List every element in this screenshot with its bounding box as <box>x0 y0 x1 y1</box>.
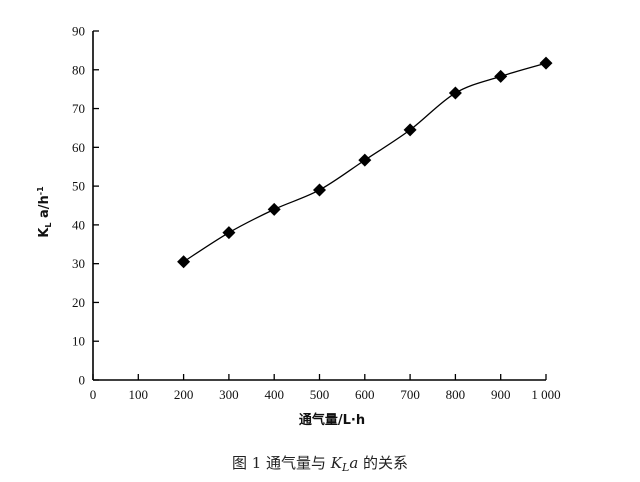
caption-italic: a <box>349 454 358 472</box>
x-tick-label: 400 <box>264 387 284 402</box>
caption-main: K <box>330 454 343 472</box>
y-axis-title-sub: L <box>44 223 53 228</box>
y-tick-label: 50 <box>72 179 85 194</box>
y-axis-title-main: K <box>37 227 52 238</box>
y-ticks: 0 10 20 30 40 50 60 70 80 90 <box>72 24 99 388</box>
x-tick-label: 500 <box>310 387 330 402</box>
data-point <box>267 202 281 216</box>
x-tick-label: 200 <box>174 387 194 402</box>
x-tick-label: 900 <box>491 387 511 402</box>
x-tick-label: 100 <box>129 387 149 402</box>
data-point <box>313 183 326 197</box>
y-tick-label: 30 <box>72 256 85 271</box>
y-tick-label: 70 <box>72 101 85 116</box>
y-tick-label: 0 <box>79 373 86 388</box>
x-tick-label: 0 <box>90 387 97 402</box>
data-point <box>448 86 462 100</box>
x-tick-label: 600 <box>355 387 375 402</box>
data-markers <box>177 56 553 269</box>
x-tick-label: 700 <box>400 387 420 402</box>
svg-text:KL a/h-1: KL a/h-1 <box>36 186 53 238</box>
data-point <box>177 255 191 269</box>
y-tick-label: 20 <box>72 295 85 310</box>
x-tick-label: 800 <box>446 387 466 402</box>
caption-suffix: 的关系 <box>358 454 408 472</box>
data-point <box>403 123 417 137</box>
y-tick-label: 10 <box>72 334 85 349</box>
caption-prefix: 图 1 通气量与 <box>232 454 331 472</box>
data-point <box>222 226 236 240</box>
y-tick-label: 90 <box>72 24 85 39</box>
y-axis-title: KL a/h-1 <box>36 186 53 238</box>
x-tick-label: 1 000 <box>531 387 560 402</box>
y-tick-label: 40 <box>72 217 85 232</box>
x-tick-label: 300 <box>219 387 239 402</box>
data-point <box>358 153 372 167</box>
y-axis-title-sup: -1 <box>36 186 45 195</box>
caption-sub: L <box>341 461 349 474</box>
figure-caption: 图 1 通气量与 KLa 的关系 <box>232 454 408 474</box>
data-point <box>494 69 508 83</box>
y-axis-title-rest: a/h <box>37 195 52 222</box>
x-axis-title: 通气量/L·h <box>299 412 365 428</box>
y-tick-label: 60 <box>72 140 85 155</box>
y-tick-label: 80 <box>72 62 85 77</box>
data-point <box>539 56 553 70</box>
x-ticks: 0 100 200 300 400 500 600 700 800 900 1 000 <box>90 374 561 402</box>
